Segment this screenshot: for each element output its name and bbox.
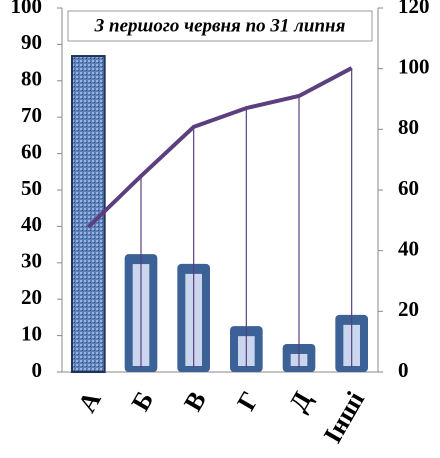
y-tick-label: 60: [21, 139, 42, 163]
y-tick-label: 10: [21, 321, 42, 345]
x-tick-label: Інші: [318, 386, 370, 448]
title-box: [67, 10, 373, 42]
y2-tick-label: 100: [398, 54, 430, 78]
line: [86, 66, 353, 229]
y-tick-label: 0: [32, 358, 43, 382]
y-tick-label: 40: [21, 212, 42, 236]
bar: [71, 55, 106, 373]
y-tick-label: 70: [21, 103, 42, 127]
x-tick-label: Д: [283, 386, 317, 416]
y2-tick-label: 20: [398, 297, 419, 321]
y-tick-label: 80: [21, 67, 42, 91]
y2-tick-label: 40: [398, 236, 419, 260]
y2-tick-label: 60: [398, 176, 419, 200]
x-tick-label: А: [72, 386, 107, 417]
x-tick-label: В: [178, 386, 212, 416]
y-tick-label: 50: [21, 176, 42, 200]
y-tick-label: 90: [21, 30, 42, 54]
y-tick-label: 20: [21, 285, 42, 309]
chart-title: З першого червня по 31 липня: [94, 15, 346, 36]
y2-tick-label: 0: [398, 358, 409, 382]
y-tick-label: 30: [21, 249, 42, 273]
x-tick-label: Б: [126, 386, 160, 415]
y2-tick-label: 120: [398, 0, 430, 18]
x-tick-label: Г: [231, 386, 264, 415]
y2-tick-label: 80: [398, 115, 419, 139]
y-tick-label: 100: [11, 0, 43, 18]
